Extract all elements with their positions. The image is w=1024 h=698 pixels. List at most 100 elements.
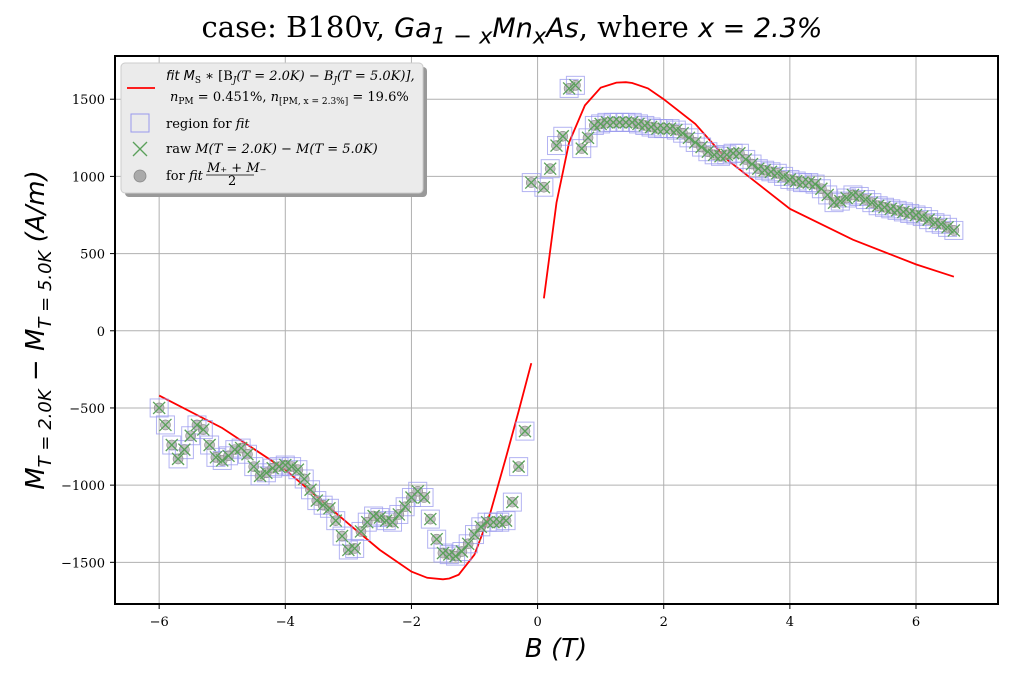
raw-marker [392, 508, 406, 521]
raw-marker [310, 494, 324, 508]
raw-marker [934, 217, 948, 231]
legend-avg-frac-num: M₊ + M₋ [206, 161, 267, 176]
region-marker [181, 426, 201, 446]
x-tick-label: −6 [150, 615, 169, 630]
region-marker [465, 525, 485, 545]
y-tick-label: 0 [97, 325, 105, 340]
raw-marker [291, 463, 305, 477]
raw-marker [158, 418, 172, 432]
raw-marker [688, 135, 702, 149]
y-tick-label: −1000 [61, 479, 105, 494]
raw-marker [859, 193, 873, 207]
fit-curve-positive [543, 81, 955, 299]
y-tick-label: −1500 [61, 556, 105, 571]
raw-marker [777, 169, 791, 183]
region-marker [332, 526, 352, 546]
raw-marker [941, 220, 955, 234]
region-marker [540, 159, 560, 179]
raw-marker [562, 81, 576, 95]
x-tick-label: 2 [660, 615, 668, 630]
raw-marker [556, 129, 570, 143]
region-marker [521, 173, 541, 193]
raw-marker [240, 447, 254, 461]
region-marker [742, 154, 762, 174]
raw-marker [833, 194, 847, 208]
raw-marker [177, 443, 191, 457]
region-marker [692, 137, 712, 157]
raw-marker [215, 453, 229, 467]
raw-marker [695, 140, 709, 154]
raw-marker [505, 495, 519, 509]
raw-marker [190, 418, 204, 432]
y-tick-label: 1000 [72, 170, 105, 185]
raw-marker [537, 180, 551, 194]
region-marker [162, 435, 182, 455]
raw-marker [480, 515, 494, 529]
chart-title: case: B180v, Ga1 − xMnxAs, where x = 2.3… [201, 10, 823, 50]
region-marker [811, 179, 831, 199]
y-axis-ticks: −1500 −1000 −500 0 500 1000 1500 [61, 93, 115, 571]
raw-marker [171, 452, 185, 466]
raw-marker [669, 123, 683, 137]
region-marker [534, 177, 554, 197]
raw-marker [739, 152, 753, 166]
region-marker [301, 480, 321, 500]
region-marker [187, 415, 207, 435]
raw-marker [165, 438, 179, 452]
region-marker [427, 529, 447, 549]
plot-frame [114, 55, 999, 605]
raw-marker [770, 166, 784, 180]
region-marker [578, 128, 598, 148]
region-marker [420, 509, 440, 529]
raw-marker [373, 511, 387, 525]
raw-marker [461, 537, 475, 551]
raw-marker [682, 131, 696, 145]
raw-marker [329, 514, 343, 528]
region-marker [307, 491, 327, 511]
raw-marker [915, 210, 929, 224]
legend-fit-text-2: nPM = 0.451%, n[PM, x = 2.3%] = 19.6% [170, 90, 409, 107]
x-axis-label: B (T) [525, 634, 587, 664]
raw-marker [808, 177, 822, 191]
raw-marker [745, 157, 759, 171]
raw-marker [568, 78, 582, 92]
raw-marker [184, 429, 198, 443]
raw-marker [455, 545, 469, 558]
x-tick-label: −4 [276, 615, 295, 630]
y-tick-label: 500 [80, 248, 105, 263]
raw-marker [726, 146, 740, 160]
region-marker [237, 444, 257, 464]
raw-marker [486, 515, 500, 529]
raw-marker [468, 528, 481, 541]
x-tick-label: 4 [786, 615, 794, 630]
legend-region-text: region for fit [166, 117, 250, 132]
raw-marker [253, 469, 267, 483]
region-marker [389, 504, 409, 524]
raw-marker [512, 460, 526, 474]
raw-marker [354, 524, 368, 538]
legend-region-swatch [130, 113, 150, 133]
raw-marker [499, 514, 513, 528]
region-marker [515, 421, 535, 441]
raw-marker [600, 115, 614, 129]
legend: fit MS ∗ [BJ(T = 2.0K) − BJ(T = 5.0K)], … [120, 62, 427, 197]
region-marker [553, 126, 573, 146]
region-marker [149, 398, 169, 418]
raw-marker [322, 501, 336, 515]
raw-marker [259, 466, 273, 480]
raw-marker [701, 145, 715, 159]
raw-marker [524, 176, 538, 190]
raw-marker [297, 472, 311, 486]
raw-marker [865, 196, 879, 210]
raw-marker [423, 512, 437, 526]
raw-marker [152, 401, 166, 415]
raw-marker [613, 115, 627, 129]
legend-box [120, 62, 424, 194]
raw-marker [821, 188, 835, 202]
raw-marker [335, 529, 349, 543]
raw-markers [152, 78, 961, 563]
legend-avg-swatch [133, 169, 147, 183]
raw-marker [947, 223, 961, 237]
raw-marker [796, 176, 809, 190]
